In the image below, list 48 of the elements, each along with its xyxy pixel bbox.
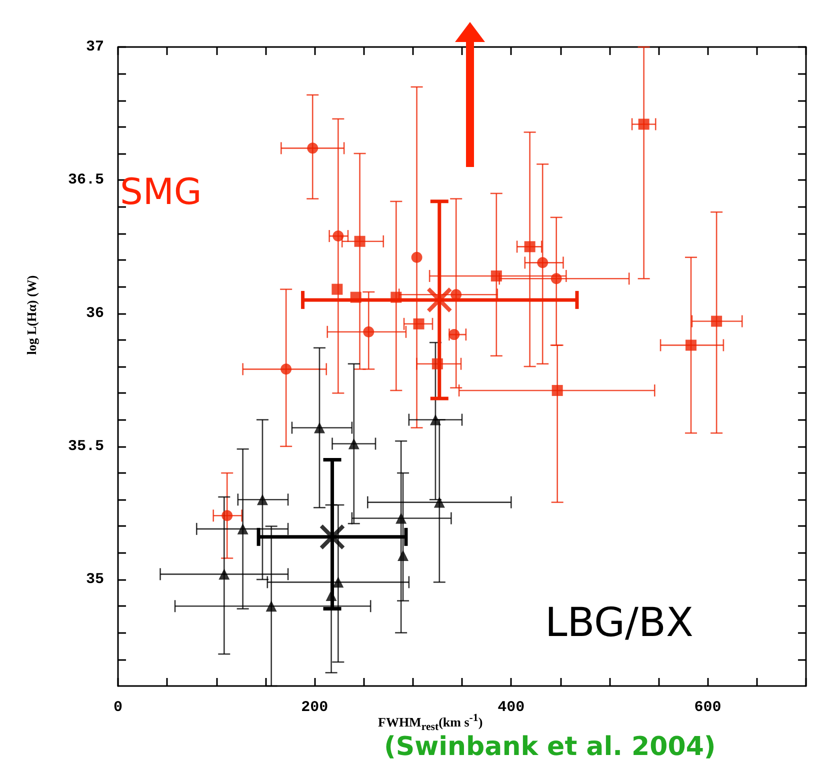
point <box>426 286 452 313</box>
point <box>332 576 344 588</box>
point <box>552 384 563 396</box>
point <box>537 257 548 268</box>
point <box>396 512 407 524</box>
point <box>237 523 248 534</box>
text: (Swinbank et al. 2004) <box>384 732 716 762</box>
point <box>390 292 402 303</box>
point <box>686 340 697 351</box>
point <box>434 496 445 508</box>
point <box>222 510 233 522</box>
point <box>332 284 343 295</box>
point <box>638 118 650 130</box>
x-tick-label: 200 <box>301 699 328 716</box>
point <box>711 316 722 327</box>
point <box>448 329 460 340</box>
point <box>266 600 277 612</box>
annotation: SMG <box>120 172 202 213</box>
point <box>363 326 374 338</box>
y-tick-label: 35 <box>86 571 104 588</box>
x-tick-label: 600 <box>694 699 722 716</box>
point <box>350 292 362 303</box>
x-axis-title: FWHM$_{rest}$(km s$^{-1}$) <box>378 712 483 733</box>
point <box>411 252 422 263</box>
point <box>432 358 443 370</box>
point <box>348 438 360 450</box>
point <box>398 550 409 562</box>
point <box>413 318 424 330</box>
y-tick-label: 36.5 <box>68 172 104 189</box>
y-tick-label: 36 <box>86 304 104 322</box>
point <box>307 142 318 154</box>
point <box>314 422 325 434</box>
point <box>332 230 344 242</box>
point <box>256 494 268 506</box>
point <box>490 270 502 282</box>
point <box>218 568 230 580</box>
point <box>280 364 292 375</box>
point <box>550 273 562 284</box>
point <box>430 414 441 426</box>
x-tick-label: 0 <box>113 699 123 716</box>
y-axis-title: log L(Hα) (W) <box>24 275 40 355</box>
y-tick-label: 35.5 <box>68 438 104 455</box>
annotation: LBG/BX <box>545 600 694 646</box>
y-tick-label: 37 <box>86 38 104 56</box>
x-tick-label: 400 <box>498 699 525 716</box>
point <box>354 236 366 247</box>
point <box>319 524 346 550</box>
point <box>524 241 536 252</box>
